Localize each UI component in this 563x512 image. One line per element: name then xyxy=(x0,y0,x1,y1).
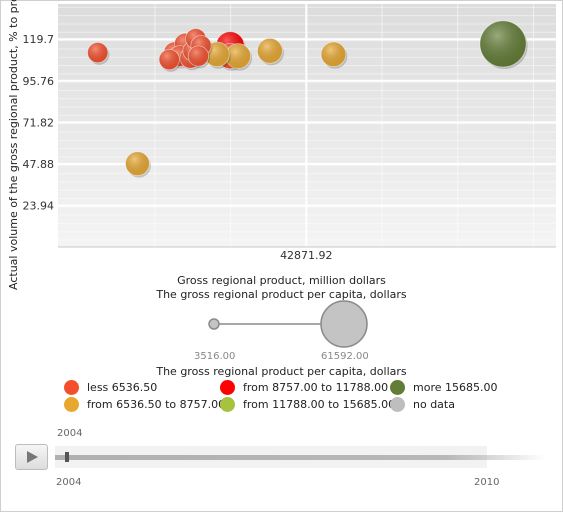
bubble-highlight xyxy=(125,151,150,176)
legend-label: from 8757.00 to 11788.00 xyxy=(243,380,389,394)
legend-label: from 11788.00 to 15685.00 xyxy=(243,397,396,411)
x-axis-title: Gross regional product, million dollars xyxy=(177,274,386,287)
size-legend-max-label: 61592.00 xyxy=(321,351,369,362)
timeline-handle[interactable] xyxy=(65,452,69,462)
legend-swatch xyxy=(64,396,79,412)
legend-swatch xyxy=(220,396,235,412)
legend-label: less 6536.50 xyxy=(87,380,158,394)
legend-label: from 6536.50 to 8757.00 xyxy=(87,397,226,411)
bubble-highlight xyxy=(257,38,283,64)
timeline-end-year: 2010 xyxy=(474,477,500,488)
color-legend-title: The gross regional product per capita, d… xyxy=(156,365,407,378)
y-tick-label: 71.82 xyxy=(23,116,55,129)
bubble-plot: 23.94 47.88 71.82 95.76 119.7 42871.92 xyxy=(23,4,556,262)
y-tick-label: 47.88 xyxy=(23,158,55,171)
legend-item-less-6536[interactable]: less 6536.50 xyxy=(64,378,157,396)
legend-swatch xyxy=(390,379,405,395)
size-legend xyxy=(208,300,368,348)
legend-item-8757-11788[interactable]: from 8757.00 to 11788.00 xyxy=(220,378,388,396)
legend-swatch xyxy=(220,379,235,395)
bubble-highlight xyxy=(321,42,346,67)
size-legend-title: The gross regional product per capita, d… xyxy=(156,288,407,301)
legend-label: more 15685.00 xyxy=(413,380,498,394)
bubble-highlight xyxy=(188,45,209,67)
legend-swatch xyxy=(390,396,405,412)
legend-item-11788-15685[interactable]: from 11788.00 to 15685.00 xyxy=(220,395,395,413)
bubble-highlight xyxy=(159,49,180,70)
legend-item-no-data[interactable]: no data xyxy=(390,395,455,413)
size-legend-max-circle xyxy=(320,300,368,348)
bubble-highlight xyxy=(87,42,108,63)
y-tick-label: 23.94 xyxy=(23,199,55,212)
y-axis-title: Actual volume of the gross regional prod… xyxy=(7,0,20,290)
y-tick-label: 119.7 xyxy=(23,33,55,46)
legend-swatch xyxy=(64,379,79,395)
size-legend-min-label: 3516.00 xyxy=(194,351,236,362)
timeline-start-year: 2004 xyxy=(56,477,82,488)
timeline-bar[interactable] xyxy=(55,455,545,460)
size-legend-min-circle xyxy=(208,318,220,330)
timeline-current-year: 2004 xyxy=(57,428,83,439)
play-button[interactable] xyxy=(15,444,48,470)
bubble-highlight xyxy=(225,43,251,69)
play-icon xyxy=(27,451,38,463)
x-tick-label: 42871.92 xyxy=(280,249,333,262)
y-tick-label: 95.76 xyxy=(23,75,55,88)
legend-item-6536-8757[interactable]: from 6536.50 to 8757.00 xyxy=(64,395,225,413)
legend-item-more-15685[interactable]: more 15685.00 xyxy=(390,378,497,396)
legend-label: no data xyxy=(413,397,455,411)
bubble-highlight xyxy=(479,20,527,68)
